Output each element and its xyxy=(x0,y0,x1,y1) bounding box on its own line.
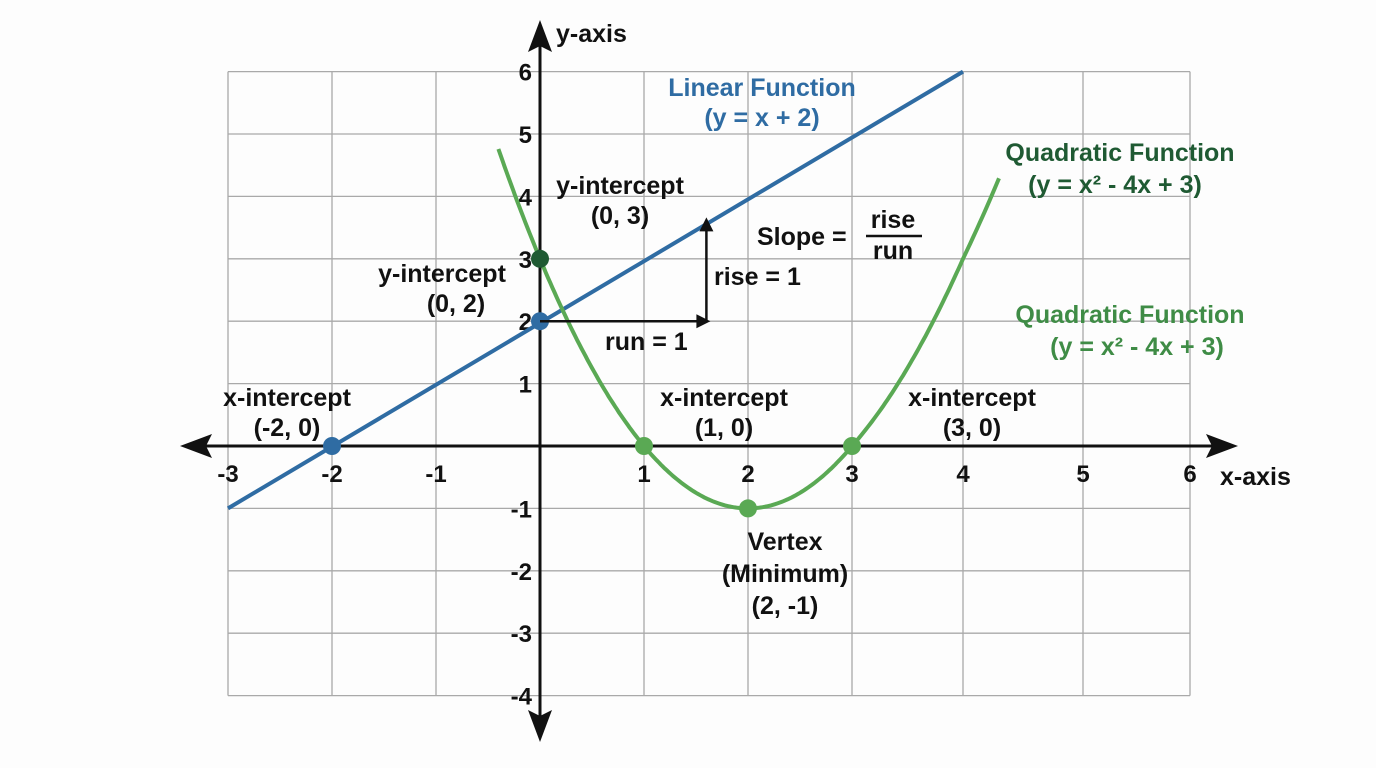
annot-x-intercept-linear-coord: (-2, 0) xyxy=(254,414,321,442)
curves xyxy=(226,69,1001,511)
x-axis-left-arrow xyxy=(180,434,212,458)
axes xyxy=(180,20,1238,742)
x-tick-label: 1 xyxy=(637,461,650,488)
run-arrow-head xyxy=(696,314,711,329)
linear-title: Linear Function xyxy=(668,74,856,102)
annot-x-intercept-1-title: x-intercept xyxy=(660,384,788,412)
x-tick-label: 2 xyxy=(741,461,754,488)
y-axis-bottom-arrow xyxy=(528,710,552,742)
y-tick-label: 5 xyxy=(519,122,532,149)
slope-label: Slope = xyxy=(757,223,847,251)
linear-equation: (y = x + 2) xyxy=(704,104,819,132)
annot-x-intercept-3-title: x-intercept xyxy=(908,384,1036,412)
quadratic-title: Quadratic Function xyxy=(1005,139,1234,167)
annot-vertex-coord: (2, -1) xyxy=(752,592,819,620)
point-x-intercept xyxy=(843,437,861,455)
x-tick-label: 6 xyxy=(1183,461,1196,488)
annot-vertex-subtitle: (Minimum) xyxy=(722,560,848,588)
rise-label: rise = 1 xyxy=(714,263,801,291)
annot-vertex-title: Vertex xyxy=(747,528,822,556)
point-y-intercept xyxy=(531,249,549,268)
y-tick-label: 6 xyxy=(519,60,532,87)
quadratic-function-curve xyxy=(496,148,1001,511)
y-axis-top-arrow xyxy=(528,20,552,52)
y-tick-label: -2 xyxy=(511,559,532,586)
y-tick-label: -4 xyxy=(511,684,533,711)
point-x-intercept xyxy=(635,437,653,455)
quadratic-equation-2: (y = x² - 4x + 3) xyxy=(1050,333,1224,361)
x-axis-label: x-axis xyxy=(1220,463,1291,491)
points xyxy=(323,249,861,518)
x-axis-right-arrow xyxy=(1206,434,1238,458)
y-tick-label: 3 xyxy=(519,247,532,274)
linear-function-line xyxy=(226,69,965,511)
annot-y-intercept-quad-title: y-intercept xyxy=(556,172,684,200)
y-tick-label: 4 xyxy=(519,184,533,211)
run-label: run = 1 xyxy=(605,328,688,356)
x-tick-label: -3 xyxy=(217,461,238,488)
annot-y-intercept-linear-title: y-intercept xyxy=(378,260,506,288)
slope-denominator: run xyxy=(873,237,913,265)
x-tick-label: 4 xyxy=(956,461,970,488)
point-x-intercept xyxy=(323,437,341,455)
quadratic-title-2: Quadratic Function xyxy=(1015,301,1244,329)
x-tick-label: 5 xyxy=(1076,461,1089,488)
slope-numerator: rise xyxy=(871,206,916,234)
y-tick-label: -3 xyxy=(511,621,532,648)
y-tick-label: 1 xyxy=(519,372,532,399)
x-tick-label: -2 xyxy=(321,461,342,488)
rise-run-arrows xyxy=(540,217,714,329)
point-vertex xyxy=(739,499,757,518)
rise-arrow-head xyxy=(699,217,714,232)
annot-x-intercept-3-coord: (3, 0) xyxy=(943,414,1001,442)
y-tick-label: -1 xyxy=(511,496,532,523)
annot-y-intercept-linear-coord: (0, 2) xyxy=(427,290,485,318)
annot-y-intercept-quad-coord: (0, 3) xyxy=(591,202,649,230)
x-tick-label: 3 xyxy=(845,461,858,488)
annot-x-intercept-1-coord: (1, 0) xyxy=(695,414,753,442)
y-axis-label: y-axis xyxy=(556,20,627,48)
annot-x-intercept-linear-title: x-intercept xyxy=(223,384,351,412)
x-tick-label: -1 xyxy=(425,461,446,488)
quadratic-equation: (y = x² - 4x + 3) xyxy=(1028,171,1202,199)
